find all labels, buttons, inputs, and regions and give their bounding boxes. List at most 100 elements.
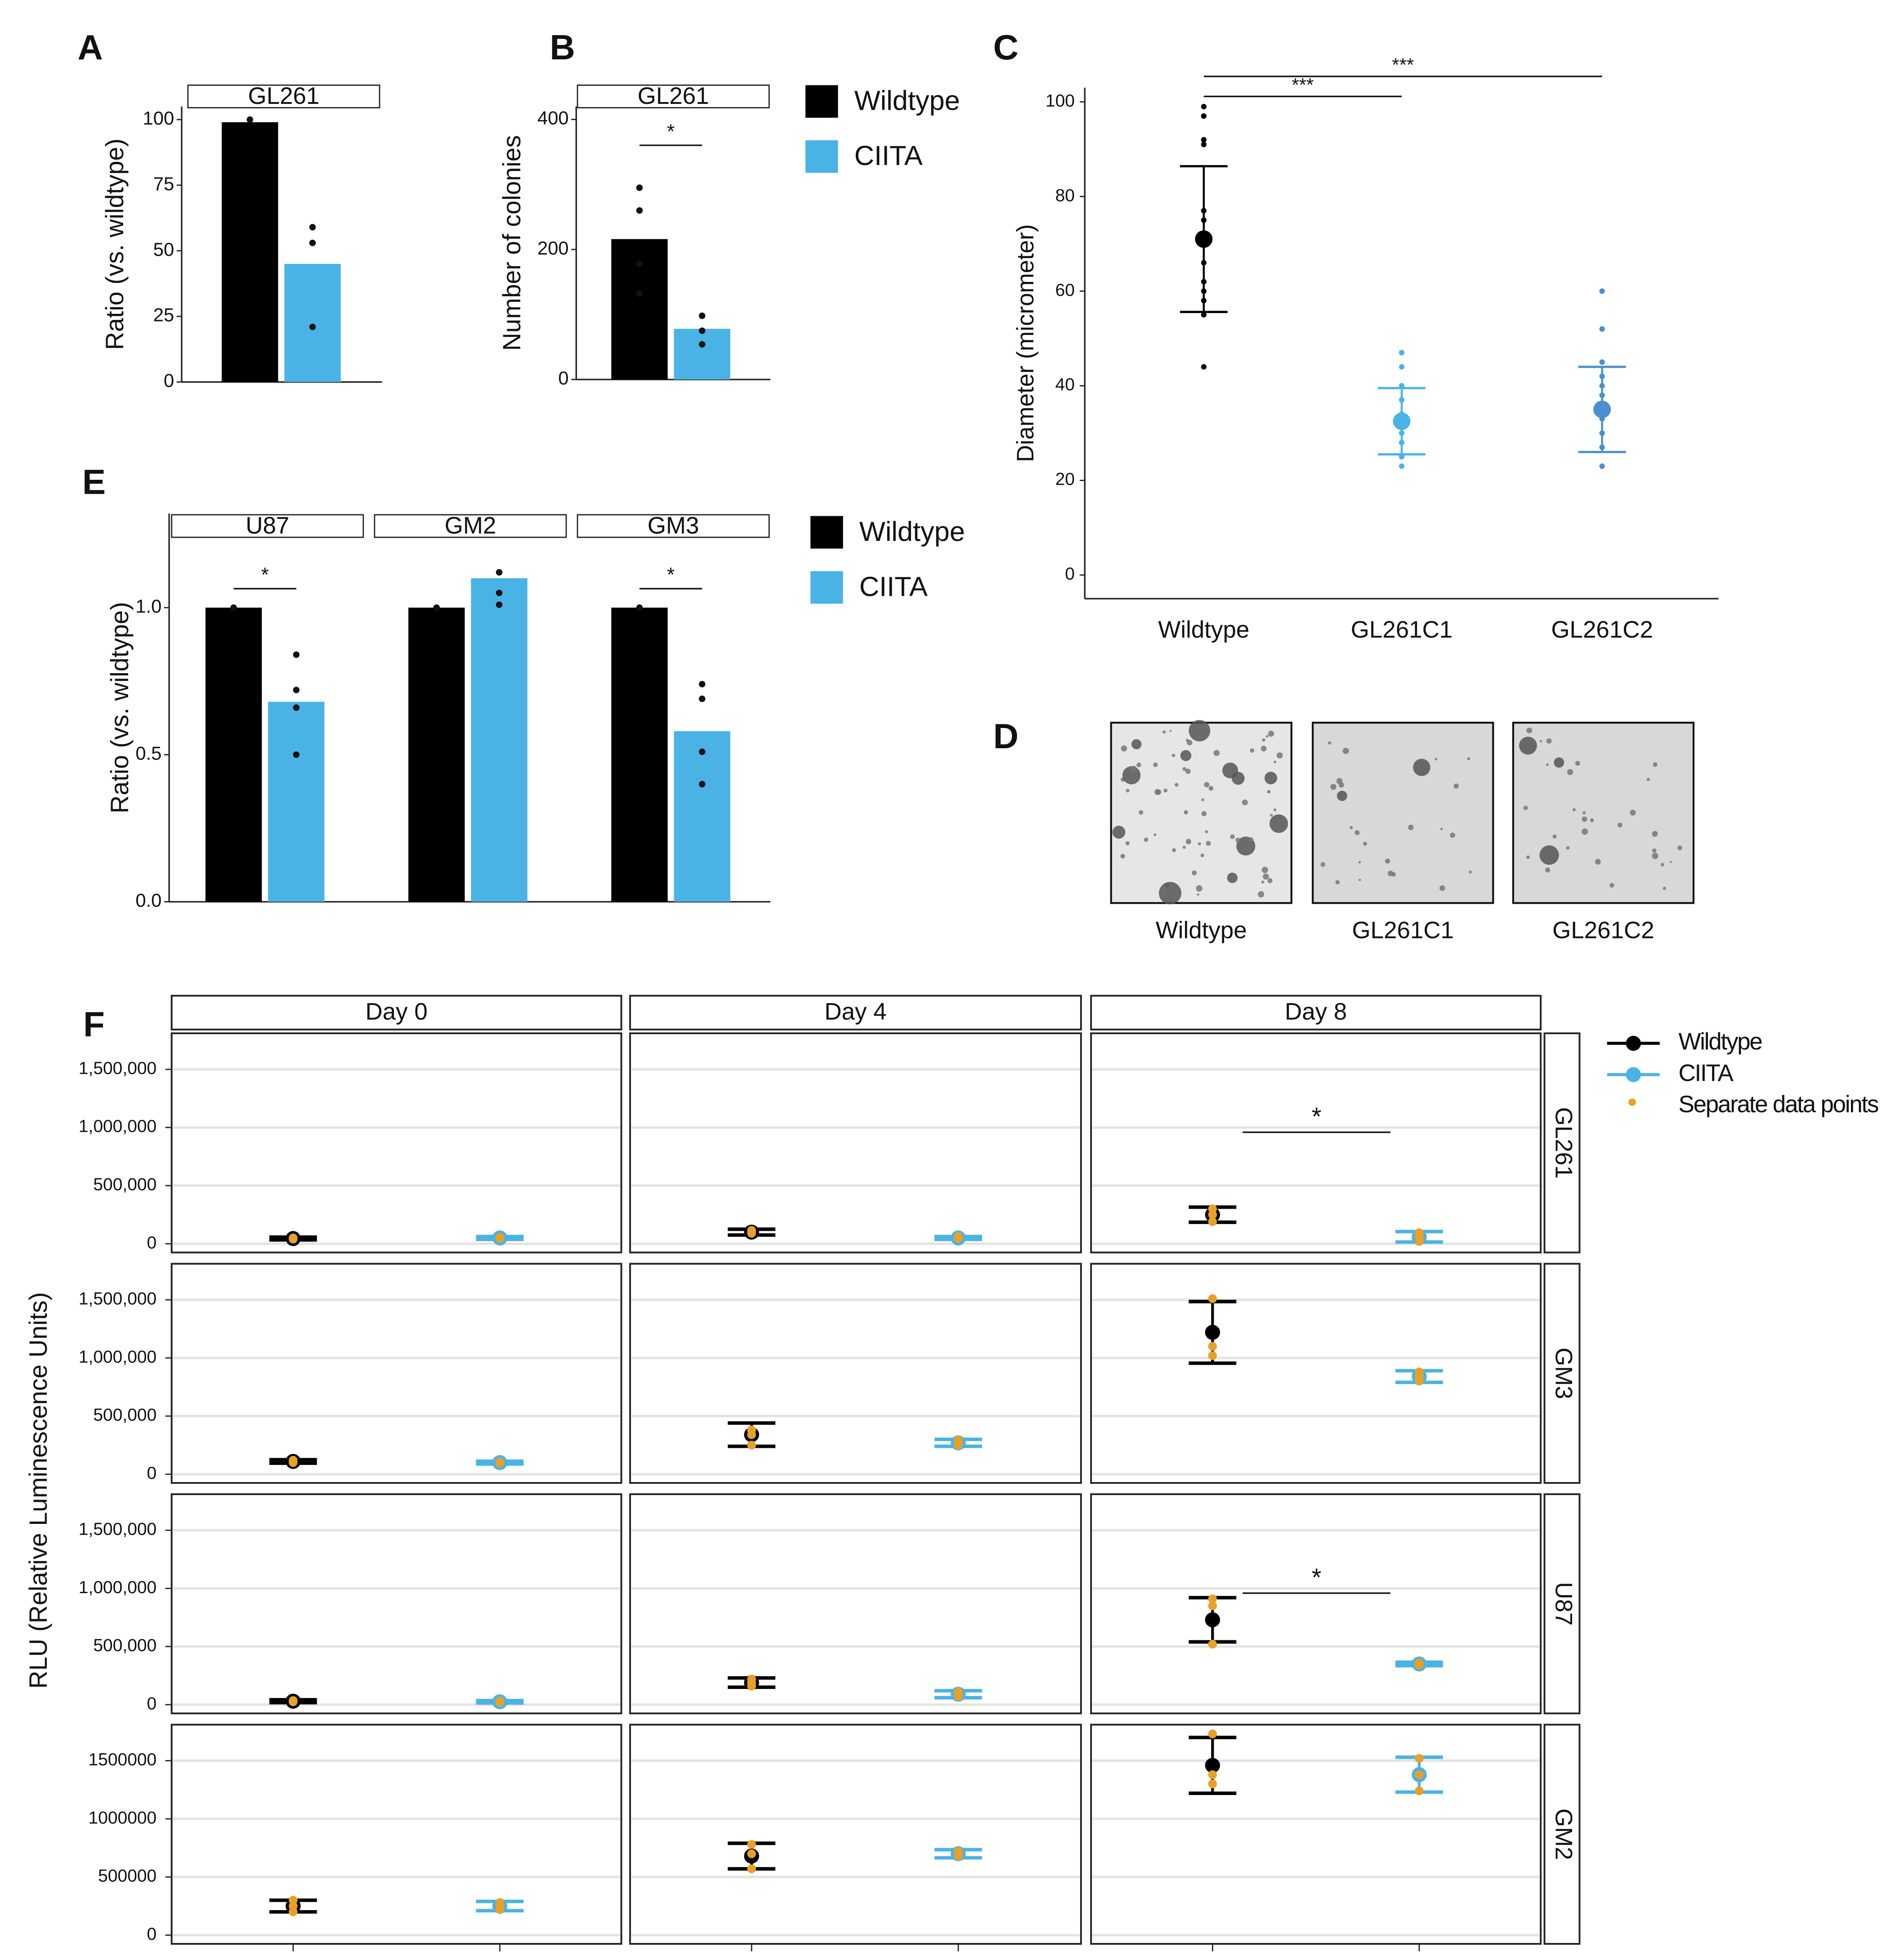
colony — [1248, 837, 1254, 842]
colony — [1359, 879, 1361, 881]
facet-strip — [577, 85, 770, 108]
data-point — [699, 341, 706, 348]
colony — [1125, 841, 1130, 845]
column-label: Day 0 — [366, 998, 428, 1025]
facet-panel — [170, 1724, 622, 1945]
facet-panel — [629, 1724, 1082, 1945]
image-label: Wildtype — [1156, 917, 1247, 943]
colony — [1519, 737, 1537, 755]
y-tick-label: 0 — [147, 1694, 157, 1713]
colony — [1552, 834, 1557, 839]
colony — [1435, 758, 1438, 761]
data-point — [1399, 463, 1405, 469]
colony — [1185, 768, 1191, 774]
colony — [1184, 810, 1188, 815]
colony — [1646, 777, 1650, 781]
colony — [1267, 790, 1271, 794]
y-tick-label: 50 — [153, 239, 174, 260]
data-point — [1201, 364, 1207, 370]
y-tick-label: 0 — [164, 370, 174, 391]
colony — [1200, 853, 1204, 857]
colony — [1677, 845, 1682, 850]
data-point — [699, 695, 706, 702]
colony — [1196, 885, 1202, 892]
colony — [1590, 818, 1594, 822]
data-point — [954, 1234, 963, 1243]
data-point — [1208, 1342, 1217, 1351]
colony — [1274, 760, 1277, 764]
data-point — [636, 207, 643, 214]
colony — [1227, 872, 1238, 883]
y-tick-label: 1500000 — [88, 1750, 156, 1769]
data-point — [954, 1692, 963, 1701]
data-point — [954, 1851, 963, 1861]
data-point — [1599, 463, 1605, 469]
data-point — [636, 184, 643, 191]
y-tick-label: 1,500,000 — [79, 1519, 156, 1539]
data-point — [1415, 1237, 1424, 1246]
colony — [1328, 741, 1332, 745]
y-tick-label: 1,500,000 — [79, 1058, 156, 1078]
data-point — [699, 327, 706, 334]
panel-letter: B — [550, 27, 575, 67]
y-tick-label: 0 — [558, 367, 568, 389]
y-axis-label: Diameter (micrometer) — [1012, 224, 1039, 462]
colony — [1582, 828, 1588, 835]
data-point — [1208, 1217, 1217, 1226]
colony — [1264, 772, 1278, 785]
panel-letter: C — [993, 27, 1019, 67]
colony — [1185, 839, 1191, 844]
legend-swatch — [805, 85, 838, 118]
colony — [1206, 841, 1211, 846]
colony — [1336, 790, 1347, 801]
colony — [1126, 789, 1130, 793]
colony — [1350, 826, 1353, 829]
colony — [1260, 746, 1267, 752]
colony — [1159, 882, 1182, 905]
colony — [1213, 750, 1220, 756]
y-tick-label: 1000000 — [88, 1808, 156, 1827]
significance-label: *** — [1292, 74, 1314, 95]
facet-panel — [1090, 1032, 1542, 1254]
y-tick-label: 1,000,000 — [79, 1117, 156, 1136]
colony — [1582, 811, 1586, 815]
colony — [1339, 782, 1344, 788]
facet-panel — [629, 1032, 1082, 1254]
colony — [1267, 878, 1273, 884]
bar — [268, 701, 325, 902]
facet-panel — [629, 1263, 1082, 1484]
colony — [1539, 845, 1559, 865]
data-point — [309, 223, 316, 231]
bar — [611, 239, 668, 380]
colony — [1330, 784, 1336, 790]
data-point — [1201, 137, 1207, 143]
x-tick-label: GL261C1 — [1351, 616, 1453, 643]
colony — [1144, 837, 1149, 842]
colony — [1171, 754, 1175, 757]
data-point — [1208, 1210, 1217, 1219]
data-point — [1399, 364, 1405, 370]
colony — [1575, 761, 1580, 766]
facet-panel — [1090, 1724, 1542, 1945]
colony — [1182, 845, 1186, 849]
data-point — [636, 604, 643, 611]
facet-label: U87 — [246, 513, 289, 539]
colony — [1554, 757, 1564, 768]
colony — [1230, 834, 1235, 839]
colony — [1663, 886, 1666, 890]
data-point — [636, 290, 643, 297]
significance-label: * — [1312, 1563, 1322, 1591]
mean-point — [1205, 1612, 1220, 1628]
bar — [674, 329, 730, 380]
colony — [1162, 730, 1166, 734]
legend-swatch — [810, 516, 843, 549]
colony — [1469, 871, 1472, 874]
y-tick-label: 500,000 — [93, 1636, 156, 1655]
data-point — [636, 260, 643, 267]
data-point — [495, 1698, 505, 1707]
facet-label: GM2 — [445, 513, 496, 539]
bar — [471, 578, 527, 902]
colony — [1440, 827, 1443, 831]
mean-point — [1205, 1325, 1220, 1340]
data-point — [1201, 142, 1207, 147]
